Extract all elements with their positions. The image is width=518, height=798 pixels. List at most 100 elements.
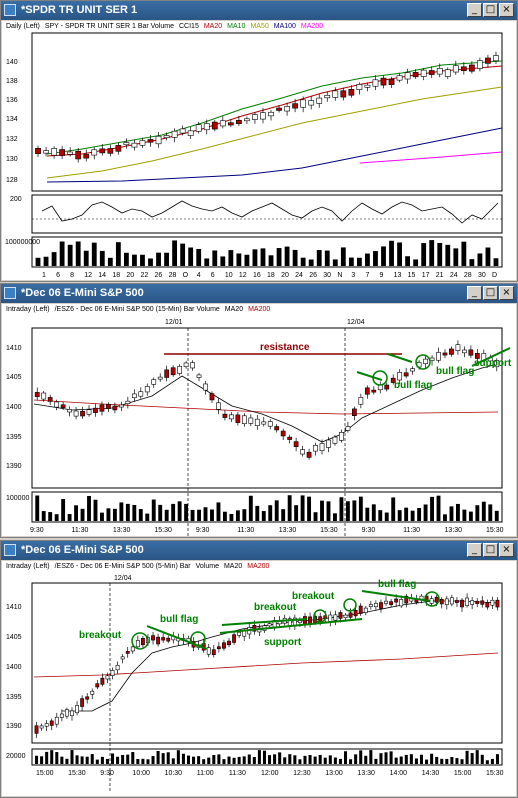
chart-area[interactable]: Intraday (Left) /ESZ6 - Dec 06 E-Mini S&… [2,561,516,796]
price-bar [203,383,208,391]
volume-bar [288,754,292,764]
price-bar [313,444,318,452]
volume-bar [119,502,124,521]
price-bar [306,451,312,458]
maximize-button[interactable]: □ [483,543,498,557]
volume-bar [190,509,195,521]
volume-bar [300,495,305,521]
minimize-button[interactable]: _ [467,543,482,557]
volume-bar [356,257,362,266]
price-bar [227,122,234,126]
volume-bar [151,756,155,764]
bull-flag-label: bull flag [378,579,416,590]
volume-bar [465,750,469,764]
price-bar [135,640,140,648]
title-bar[interactable]: *Dec 06 E-Mini S&P 500 _ □ × [1,284,517,303]
close-button[interactable]: × [499,286,514,300]
volume-bar [384,752,388,764]
chart-area[interactable]: Intraday (Left) /ESZ6 - Dec 06 E-Mini S&… [2,304,516,536]
volume-bar [369,750,373,764]
chart-window-icon[interactable] [4,4,16,16]
es15-volume-bars [35,495,499,521]
volume-bar [93,499,98,521]
x-tick: 28 [169,272,177,279]
volume-bar [333,513,337,521]
close-button[interactable]: × [499,3,514,17]
volume-bar [268,505,273,521]
x-tick: 1 [42,272,46,279]
title-bar[interactable]: *Dec 06 E-Mini S&P 500 _ □ × [1,541,517,560]
price-bar [444,598,449,605]
price-bar [86,409,92,415]
volume-bar [440,758,444,764]
volume-bar [485,760,489,764]
volume-bar [132,504,137,521]
chart-window-icon[interactable] [4,544,16,556]
volume-bar [389,240,394,266]
price-bar [209,393,215,401]
maximize-button[interactable]: □ [483,286,498,300]
es15-price-bars [34,340,500,460]
es5-price-bars [34,593,500,738]
volume-bar [244,254,250,266]
breakout-circle [131,632,149,650]
x-tick: 15:30 [154,527,172,534]
price-bar [67,409,72,413]
price-bar [166,637,171,642]
price-bar [203,123,210,131]
chart-area[interactable]: Daily (Left) SPY - SPDR TR UNIT SER 1 Ba… [2,21,516,280]
x-tick: 11:30 [71,527,88,534]
price-bar [119,404,124,408]
volume-bar [176,750,180,764]
volume-bar [313,756,317,764]
price-bar [353,610,358,617]
x-tick: 15:30 [486,770,504,777]
legend-item: Intraday (Left) [6,563,50,570]
volume-bar [227,756,231,764]
legend-item: CCI15 [179,23,199,30]
x-tick: 13:30 [445,527,463,534]
volume-bar [138,509,143,521]
price-bar [139,140,146,146]
volume-bar [453,248,459,266]
price-bar [83,154,90,159]
minimize-button[interactable]: _ [467,286,482,300]
volume-bar [488,504,493,521]
volume-bar [359,750,363,764]
price-bar [115,145,122,152]
volume-bar [141,758,145,764]
price-bar [364,387,370,395]
price-bar [455,600,459,603]
title-bar[interactable]: *SPDR TR UNIT SER 1 _ □ × [1,1,517,20]
price-bar [85,696,90,700]
x-tick: 14 [98,272,106,279]
price-bar [229,414,234,420]
price-bar [49,720,54,726]
price-bar [235,414,241,423]
minimize-button[interactable]: _ [467,3,482,17]
spy-chart-svg: 140 138 136 134 132 130 128 200 10000000… [5,32,503,279]
price-bar [379,602,383,609]
volume-bar [268,755,272,764]
price-bar [241,415,247,425]
volume-bar [343,751,348,764]
price-bar [151,635,155,641]
volume-bar [180,243,186,266]
volume-bar [196,248,202,266]
chart-window-icon[interactable] [4,287,16,299]
price-bar [144,386,150,393]
volume-bar [410,510,415,521]
price-bar [242,630,247,637]
breakout-circle [372,370,388,386]
x-tick: 13:00 [325,770,343,777]
close-button[interactable]: × [499,543,514,557]
maximize-button[interactable]: □ [483,3,498,17]
volume-bar [164,252,169,266]
volume-bar [294,505,299,521]
legend-item: /ESZ6 - Dec 06 E-Mini S&P 500 (15-Min) B… [54,306,220,313]
volume-bar [397,242,402,266]
volume-bar [235,510,240,521]
price-bar [490,599,495,606]
price-bar [485,57,491,64]
x-tick: 9 [380,272,384,279]
